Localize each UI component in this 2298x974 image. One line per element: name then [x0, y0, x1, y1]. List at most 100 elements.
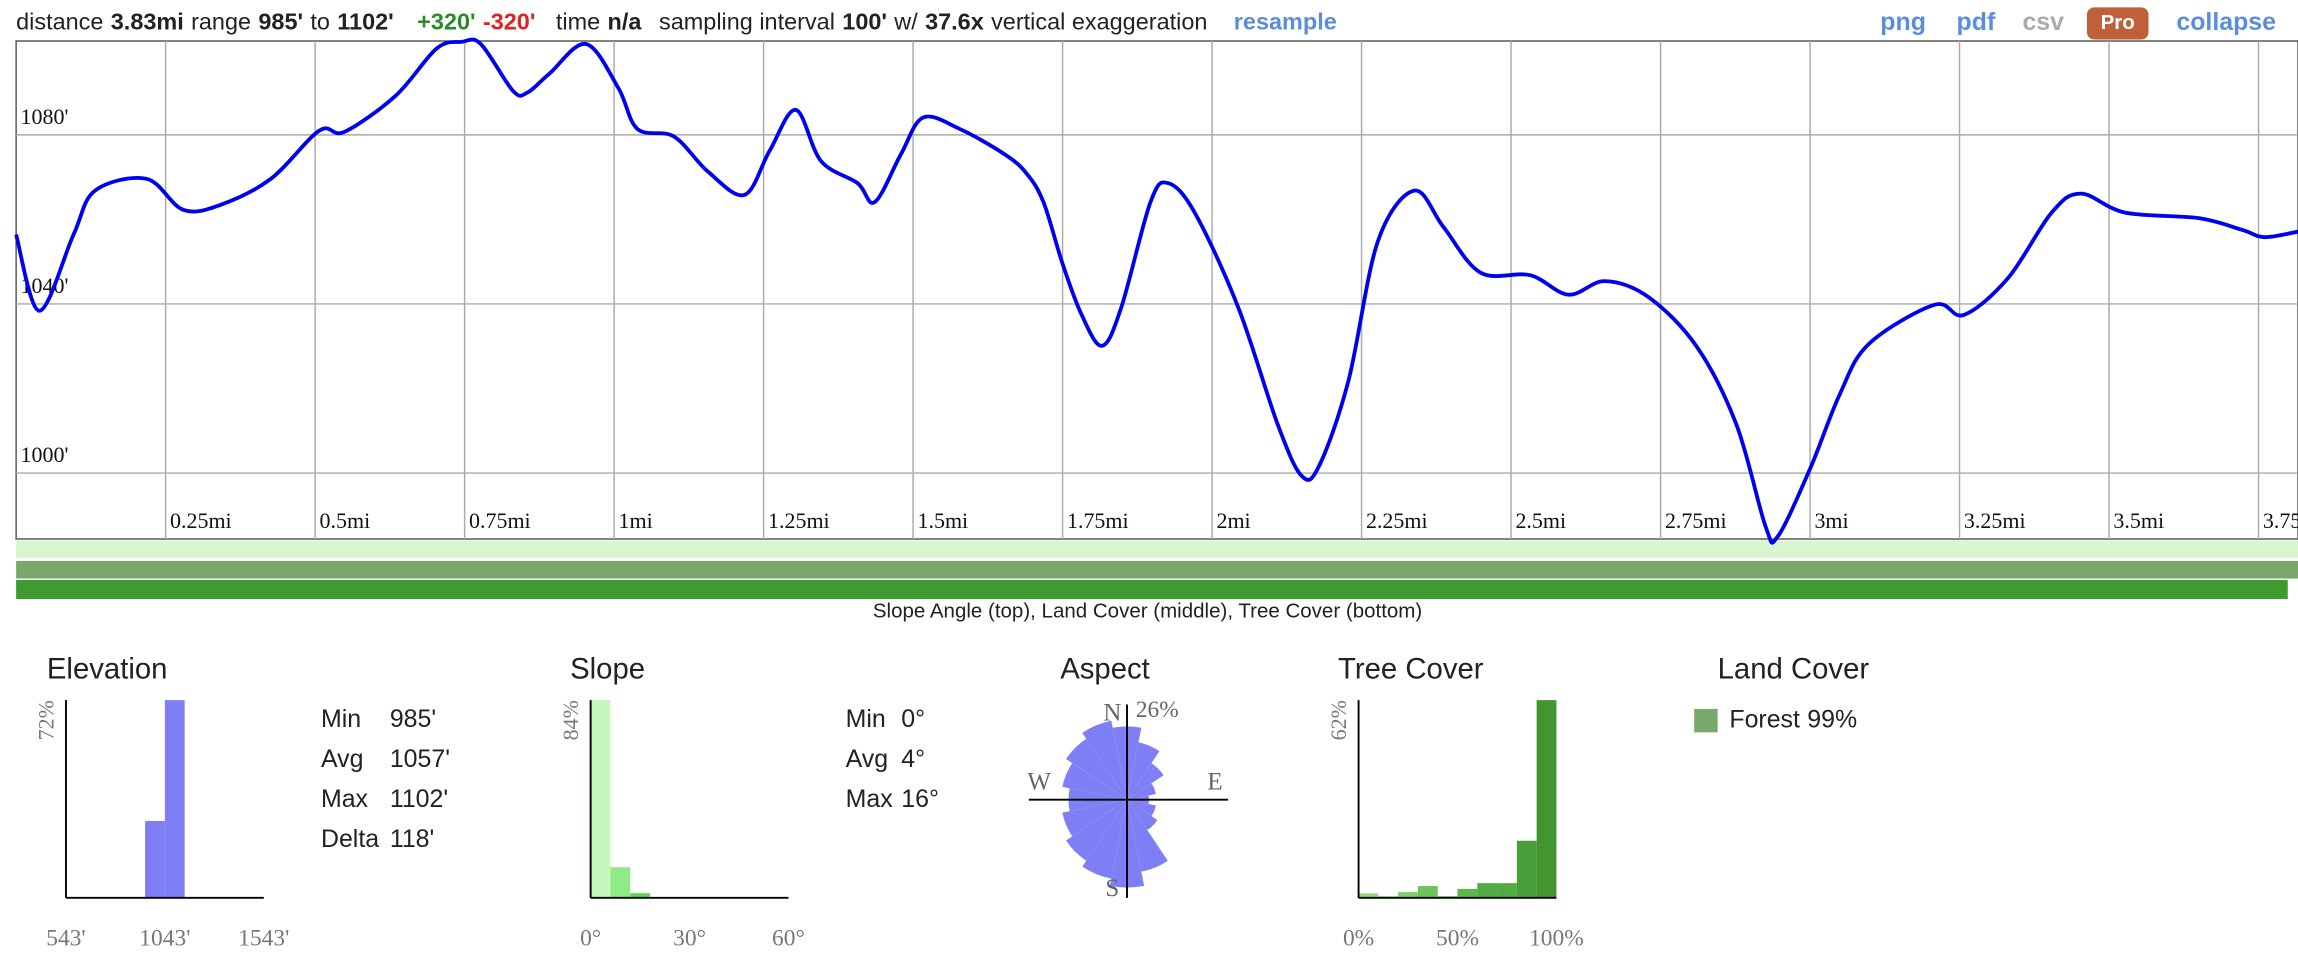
aspect-sector	[1082, 799, 1128, 879]
gain: +320'	[417, 9, 475, 35]
histogram-bar	[145, 820, 165, 898]
toolbar-link[interactable]: Pro	[2101, 11, 2135, 34]
stat-label: Min	[321, 705, 361, 733]
x-tick-label: 0.75mi	[469, 508, 531, 533]
histogram-bar	[1398, 892, 1418, 898]
pro-badge	[2086, 7, 2149, 40]
legend-name: Forest	[1729, 705, 1800, 733]
y-tick-label: 1000'	[21, 442, 69, 467]
compass-label: N	[1103, 699, 1121, 726]
x-tick-label: 2.5mi	[1515, 508, 1566, 533]
to: to	[310, 9, 330, 35]
legend-value: 99%	[1807, 705, 1857, 733]
histogram-bar	[1457, 888, 1478, 898]
elevation-line	[14, 37, 2298, 545]
aspect-sector	[1062, 799, 1128, 837]
range-label: range	[191, 9, 251, 35]
panel-title: Elevation	[47, 653, 168, 686]
panel-title: Tree Cover	[1338, 653, 1484, 686]
histogram-bar	[1477, 883, 1498, 898]
x-tick-label: 3.25mi	[1964, 508, 2026, 533]
time: n/a	[608, 9, 643, 35]
compass-label: E	[1207, 768, 1222, 795]
stat-label: Max	[321, 785, 369, 813]
x-tick-label: 1.75mi	[1067, 508, 1129, 533]
stat-label: Delta	[321, 825, 379, 853]
stat-label: Avg	[321, 745, 363, 773]
range-min: 985'	[258, 9, 303, 35]
exaggeration-label: vertical exaggeration	[991, 9, 1207, 35]
x-tick-label: 1043'	[139, 926, 190, 952]
stat-value: 1102'	[390, 785, 448, 813]
toolbar-link[interactable]: csv	[2022, 8, 2064, 36]
aspect-sector	[1082, 720, 1128, 800]
x-tick-label: 2.25mi	[1366, 508, 1428, 533]
x-tick-label: 3.5mi	[2113, 508, 2164, 533]
histogram-bar	[590, 700, 611, 898]
resample[interactable]: resample	[1234, 9, 1337, 35]
y-tick-label: 84%	[558, 700, 583, 740]
y-tick-label: 62%	[1326, 700, 1351, 740]
distance-label: distance	[16, 9, 103, 35]
x-tick-label: 3mi	[1814, 508, 1848, 533]
tree-cover-strip	[16, 580, 2288, 600]
x-tick-label: 2.75mi	[1665, 508, 1727, 533]
aspect-sector	[1065, 799, 1128, 861]
land-cover-strip	[16, 560, 2298, 579]
panel-title: Aspect	[1060, 653, 1150, 686]
x-tick-label: 0%	[1343, 926, 1374, 952]
histogram-bar	[1516, 840, 1537, 898]
x-tick-label: 2mi	[1216, 508, 1250, 533]
stat-value: 1057'	[390, 745, 450, 773]
stat-label: Max	[846, 785, 894, 813]
stat-label: Min	[846, 705, 886, 733]
toolbar-link[interactable]: pdf	[1957, 8, 1996, 36]
histogram-bar	[1358, 893, 1379, 898]
x-tick-label: 0°	[580, 926, 601, 952]
x-tick-label: 1543'	[238, 926, 289, 952]
histogram-bar	[1417, 886, 1438, 898]
aspect-sector	[1127, 742, 1160, 800]
distance: 3.83mi	[111, 9, 184, 35]
x-tick-label: 1.25mi	[768, 508, 830, 533]
sampling: 100'	[842, 9, 887, 35]
aspect-sector	[1127, 799, 1156, 817]
toolbar-link[interactable]: collapse	[2176, 8, 2276, 36]
x-tick-label: 50%	[1436, 926, 1479, 952]
x-tick-label: 100%	[1529, 926, 1584, 952]
x-tick-label: 3.75mi	[2263, 508, 2298, 533]
y-tick-label: 1080'	[21, 104, 69, 129]
compass-label: W	[1027, 768, 1051, 795]
stat-value: 985'	[390, 705, 436, 733]
sampling-label: sampling interval	[659, 9, 835, 35]
loss: -320'	[483, 9, 536, 35]
x-tick-label: 1.5mi	[917, 508, 968, 533]
aspect-sector	[1127, 799, 1158, 831]
stat-value: 118'	[390, 825, 434, 853]
stat-value: 4°	[901, 745, 925, 773]
x-tick-label: 30°	[673, 926, 706, 952]
stat-value: 0°	[901, 705, 925, 733]
aspect-sector	[1065, 738, 1128, 800]
strip-caption: Slope Angle (top), Land Cover (middle), …	[873, 600, 1422, 623]
histogram-bar	[630, 893, 650, 898]
x-tick-label: 0.25mi	[170, 508, 232, 533]
histogram-bar	[1497, 883, 1517, 898]
aspect-sector	[1062, 763, 1128, 800]
stat-value: 16°	[901, 785, 939, 813]
aspect-sector	[1127, 763, 1164, 800]
x-tick-label: 60°	[772, 926, 805, 952]
w: w/	[893, 9, 918, 35]
slope-strip	[16, 540, 2298, 559]
panel-title: Slope	[570, 653, 645, 686]
compass-label: S	[1105, 875, 1119, 902]
plot-area	[15, 40, 2298, 540]
aspect-sector	[1127, 783, 1156, 800]
x-tick-label: 0.5mi	[320, 508, 371, 533]
time-label: time	[556, 9, 600, 35]
legend-entry: Forest 99%	[1729, 705, 1857, 733]
toolbar-link[interactable]: png	[1880, 8, 1926, 36]
